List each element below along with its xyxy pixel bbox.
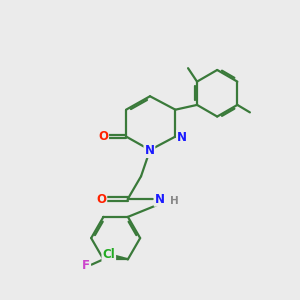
- Text: O: O: [98, 130, 108, 143]
- Text: Cl: Cl: [102, 248, 115, 261]
- Text: N: N: [177, 131, 187, 144]
- Text: H: H: [170, 196, 179, 206]
- Text: N: N: [154, 193, 165, 206]
- Text: N: N: [144, 144, 154, 157]
- Text: O: O: [96, 193, 106, 206]
- Text: F: F: [82, 259, 90, 272]
